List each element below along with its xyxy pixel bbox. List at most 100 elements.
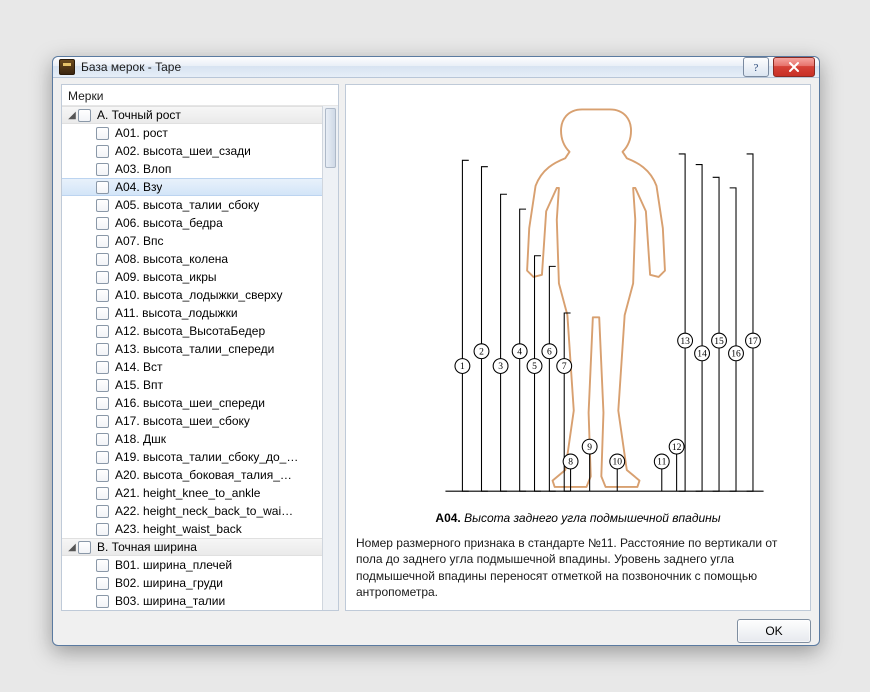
checkbox[interactable]: [96, 559, 109, 572]
tree-scrollbar[interactable]: [322, 106, 338, 610]
tree-label: A09. высота_икры: [113, 270, 217, 284]
checkbox[interactable]: [96, 415, 109, 428]
checkbox[interactable]: [96, 343, 109, 356]
tree-group[interactable]: ◢A. Точный рост: [62, 106, 322, 124]
svg-text:?: ?: [754, 62, 759, 73]
ok-button-label: OK: [765, 624, 782, 638]
diagram-area: 1234567131415161789101112: [346, 85, 810, 509]
tree-label: A18. Дшк: [113, 432, 166, 446]
checkbox[interactable]: [96, 217, 109, 230]
tree-label: A10. высота_лодыжки_сверху: [113, 288, 283, 302]
checkbox[interactable]: [78, 541, 91, 554]
checkbox[interactable]: [96, 505, 109, 518]
tree-item[interactable]: A06. высота_бедра: [62, 214, 322, 232]
checkbox[interactable]: [96, 271, 109, 284]
tree-item[interactable]: A22. height_neck_back_to_wai…: [62, 502, 322, 520]
detail-panel: 1234567131415161789101112 A04. Высота за…: [345, 84, 811, 611]
tree-item[interactable]: A20. высота_боковая_талия_…: [62, 466, 322, 484]
tree-item[interactable]: A03. Влоп: [62, 160, 322, 178]
checkbox[interactable]: [96, 469, 109, 482]
tree-item[interactable]: A21. height_knee_to_ankle: [62, 484, 322, 502]
tree-label: A17. высота_шеи_сбоку: [113, 414, 250, 428]
tree-item[interactable]: A23. height_waist_back: [62, 520, 322, 538]
svg-text:7: 7: [562, 361, 567, 372]
svg-text:15: 15: [714, 336, 724, 347]
ok-button[interactable]: OK: [737, 619, 811, 643]
tree-label: A16. высота_шеи_спереди: [113, 396, 265, 410]
tree-item[interactable]: A17. высота_шеи_сбоку: [62, 412, 322, 430]
close-button[interactable]: [773, 57, 815, 77]
checkbox[interactable]: [96, 199, 109, 212]
checkbox[interactable]: [96, 379, 109, 392]
checkbox[interactable]: [96, 181, 109, 194]
tree-item[interactable]: B02. ширина_груди: [62, 574, 322, 592]
checkbox[interactable]: [96, 451, 109, 464]
tree-item[interactable]: A15. Впт: [62, 376, 322, 394]
titlebar[interactable]: База мерок - Tape ?: [53, 57, 819, 78]
svg-text:11: 11: [657, 457, 666, 468]
tree-item[interactable]: A08. высота_колена: [62, 250, 322, 268]
checkbox[interactable]: [96, 523, 109, 536]
tree-label: B. Точная ширина: [95, 540, 197, 554]
svg-text:10: 10: [612, 457, 622, 468]
svg-text:17: 17: [748, 336, 758, 347]
checkbox[interactable]: [96, 361, 109, 374]
tree-label: A04. Взу: [113, 180, 162, 194]
tree-label: A07. Впс: [113, 234, 164, 248]
checkbox[interactable]: [96, 433, 109, 446]
window-title: База мерок - Tape: [81, 60, 181, 74]
tree-item[interactable]: B03. ширина_талии: [62, 592, 322, 610]
tree-item[interactable]: A09. высота_икры: [62, 268, 322, 286]
svg-text:4: 4: [517, 346, 522, 357]
tree-item[interactable]: A01. рост: [62, 124, 322, 142]
checkbox[interactable]: [96, 127, 109, 140]
scrollbar-thumb[interactable]: [325, 108, 336, 168]
checkbox[interactable]: [96, 325, 109, 338]
svg-text:1: 1: [460, 361, 465, 372]
svg-text:12: 12: [672, 442, 682, 453]
tree-label: A06. высота_бедра: [113, 216, 223, 230]
tree-item[interactable]: A19. высота_талии_сбоку_до_…: [62, 448, 322, 466]
checkbox[interactable]: [96, 577, 109, 590]
tree-item[interactable]: A02. высота_шеи_сзади: [62, 142, 322, 160]
tree-label: A14. Вст: [113, 360, 163, 374]
checkbox[interactable]: [96, 235, 109, 248]
svg-text:8: 8: [568, 457, 573, 468]
tree-item[interactable]: B01. ширина_плечей: [62, 556, 322, 574]
measurement-description: Номер размерного признака в стандарте №1…: [346, 529, 810, 610]
tree-label: A15. Впт: [113, 378, 163, 392]
tree-label: A05. высота_талии_сбоку: [113, 198, 259, 212]
checkbox[interactable]: [96, 253, 109, 266]
checkbox[interactable]: [96, 163, 109, 176]
tree-item[interactable]: A05. высота_талии_сбоку: [62, 196, 322, 214]
tree-group[interactable]: ◢ B. Точная ширина: [62, 538, 322, 556]
tree-item[interactable]: A13. высота_талии_спереди: [62, 340, 322, 358]
checkbox[interactable]: [78, 109, 91, 122]
expander-icon[interactable]: ◢: [66, 541, 78, 553]
tree-item[interactable]: A10. высота_лодыжки_сверху: [62, 286, 322, 304]
tree-item[interactable]: A07. Впс: [62, 232, 322, 250]
tree-item[interactable]: A16. высота_шеи_спереди: [62, 394, 322, 412]
tree-item[interactable]: A12. высота_ВысотаБедер: [62, 322, 322, 340]
tree-item[interactable]: A18. Дшк: [62, 430, 322, 448]
tree-label: A03. Влоп: [113, 162, 171, 176]
help-icon: ?: [750, 61, 762, 73]
checkbox[interactable]: [96, 397, 109, 410]
measurements-tree[interactable]: ◢A. Точный ростA01. рост A02. высота_шеи_…: [62, 106, 322, 610]
checkbox[interactable]: [96, 487, 109, 500]
svg-text:14: 14: [697, 349, 707, 360]
checkbox[interactable]: [96, 595, 109, 608]
app-icon: [59, 59, 75, 75]
tree-item[interactable]: A14. Вст: [62, 358, 322, 376]
checkbox[interactable]: [96, 145, 109, 158]
help-button[interactable]: ?: [743, 57, 769, 77]
checkbox[interactable]: [96, 307, 109, 320]
caption-text: Высота заднего угла подмышечной впадины: [464, 511, 720, 525]
expander-icon[interactable]: ◢: [66, 109, 78, 121]
checkbox[interactable]: [96, 289, 109, 302]
button-bar: OK: [61, 611, 811, 643]
tree-item[interactable]: A11. высота_лодыжки: [62, 304, 322, 322]
body-diagram: 1234567131415161789101112: [350, 89, 806, 505]
tree-label: A02. высота_шеи_сзади: [113, 144, 251, 158]
tree-item[interactable]: A04. Взу: [62, 178, 322, 196]
